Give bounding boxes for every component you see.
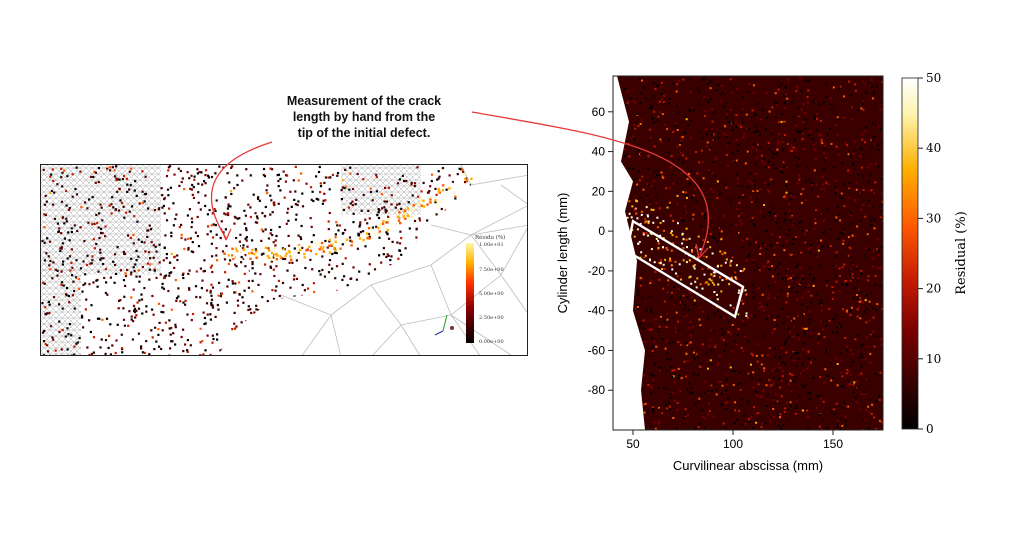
colorbar-tick-label: 40	[926, 141, 941, 155]
fine-mesh-regions	[41, 165, 421, 355]
x-axis-ticks: 50 100 150	[626, 430, 843, 451]
colorbar-tick-label: 0	[926, 422, 934, 436]
y-tick-label: 20	[592, 184, 606, 198]
y-tick-label: -80	[588, 383, 606, 397]
crack-measurement-box	[625, 219, 745, 319]
left-measurement-box	[220, 238, 255, 278]
residual-field	[41, 165, 471, 355]
annotation-line-1: Measurement of the crack	[286, 94, 442, 108]
x-tick-label: 50	[626, 437, 640, 451]
annotation-text: Measurement of the crack length by hand …	[278, 93, 450, 141]
x-tick-label: 150	[823, 437, 843, 451]
colorbar-tick-label: 30	[926, 211, 941, 225]
y-tick-label: 40	[592, 145, 606, 159]
y-tick-label: -60	[588, 343, 606, 357]
left-cb-tick: 0.00e+00	[479, 339, 504, 345]
left-colorbar: Résidu (%) 1.00e+01 7.50e+00 5.00e+00 2.…	[466, 234, 505, 345]
residual-chart: 50 100 150 60 40 20 0 -20 -40 -60 -80 Curvilinear…	[540, 60, 1000, 480]
colorbar-tick-label: 20	[926, 282, 941, 296]
x-axis-label: Curvilinear abscissa (mm)	[673, 458, 823, 473]
coarse-mesh	[280, 165, 527, 355]
y-axis-label: Cylinder length (mm)	[555, 193, 570, 314]
left-arrowhead-icon	[220, 227, 232, 241]
left-cb-tick: 7.50e+00	[479, 267, 504, 273]
y-tick-label: -40	[588, 304, 606, 318]
mesh-residual-panel: Résidu (%) 1.00e+01 7.50e+00 5.00e+00 2.…	[40, 164, 528, 356]
left-cb-tick: 5.00e+00	[479, 291, 504, 297]
y-tick-label: 60	[592, 105, 606, 119]
y-tick-label: 0	[598, 224, 605, 238]
axis-triad-icon	[434, 314, 454, 336]
colorbar-tick-label: 50	[926, 71, 941, 85]
right-arrowhead-icon	[695, 243, 709, 259]
colorbar: 50 40 30 20 10 0 Residual (%)	[901, 71, 969, 436]
y-axis-ticks: 60 40 20 0 -20 -40 -60 -80	[588, 105, 613, 397]
annotation-line-2: length by hand from the	[292, 110, 436, 124]
left-colorbar-title: Résidu (%)	[475, 234, 505, 241]
left-cb-tick: 1.00e+01	[479, 242, 504, 248]
annotation-line-3: tip of the initial defect.	[297, 126, 431, 140]
mesh-residual-svg: Résidu (%) 1.00e+01 7.50e+00 5.00e+00 2.…	[41, 165, 527, 355]
y-tick-label: -20	[588, 264, 606, 278]
x-tick-label: 100	[723, 437, 743, 451]
left-cb-tick: 2.50e+00	[479, 315, 504, 321]
left-arrow	[210, 141, 273, 239]
heatmap-field	[617, 76, 883, 430]
right-arrow	[471, 111, 709, 256]
colorbar-label: Residual (%)	[954, 211, 969, 295]
colorbar-tick-label: 10	[926, 352, 941, 366]
colorbar-gradient	[901, 77, 919, 430]
plot-frame	[612, 75, 884, 431]
